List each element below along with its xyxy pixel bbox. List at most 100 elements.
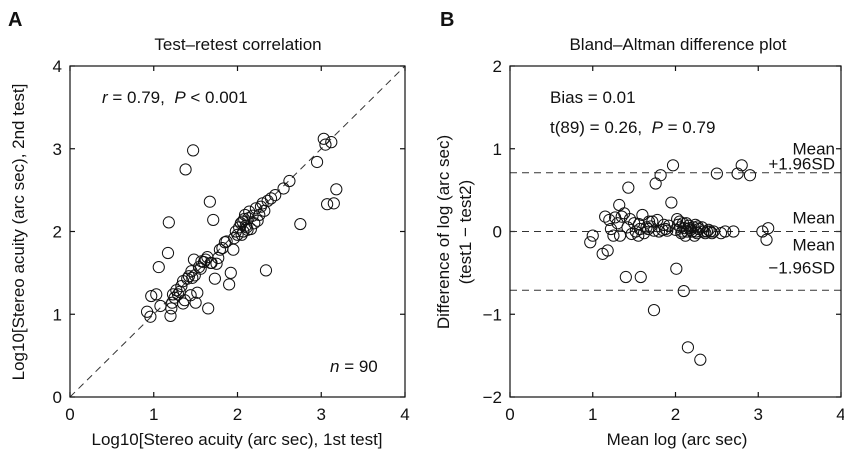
- t-stat: t(89) = 0.26,: [550, 118, 652, 137]
- panel-a-n-annotation: n = 90: [330, 357, 378, 376]
- panel-a-data-point: [185, 265, 198, 278]
- panel-b-data-point: [735, 159, 748, 172]
- panel-b-bias-annotation: Bias = 0.01: [550, 88, 636, 107]
- p-symbol: P: [174, 88, 186, 107]
- panel-a-data-point: [325, 136, 338, 149]
- panel-a-data-point: [227, 243, 240, 256]
- panel-a-data-point: [192, 260, 206, 274]
- panel-b-data-point: [636, 208, 649, 222]
- panel-a-data-point: [264, 192, 278, 205]
- panel-b-data-point: [647, 304, 661, 317]
- panel-b-data-point: [731, 167, 744, 180]
- panel-a-axes-frame: [69, 65, 406, 398]
- panel-a-data-point: [154, 299, 167, 313]
- r-symbol: r: [102, 88, 109, 107]
- panel-b-data-point: [670, 262, 683, 275]
- panel-b-data-point: [659, 222, 672, 236]
- panel-b-data-point: [599, 210, 612, 223]
- panel-a-data-point: [228, 232, 241, 245]
- panel-a-data-point: [259, 264, 273, 277]
- panel-b-data-point: [621, 221, 634, 234]
- panel-b-data-point: [710, 167, 723, 180]
- panel-a-title: Test–retest correlation: [154, 35, 321, 54]
- panel-a-data-point: [165, 302, 178, 315]
- panel-a-data-point: [327, 197, 340, 210]
- panel-b-y-tick-label: −1: [483, 305, 502, 324]
- panel-a-data-point: [152, 260, 165, 274]
- panel-a-data-point: [175, 280, 188, 293]
- panel-b-y-axis-label: Difference of log (arc sec): [434, 135, 453, 329]
- panel-b-data-point: [702, 223, 715, 236]
- panel-b-reference-label-sd: +1.96SD: [768, 155, 835, 174]
- panel-a-y-tick-label: 0: [53, 388, 62, 407]
- panel-b-data-point: [646, 215, 659, 228]
- panel-b-data-point: [651, 213, 664, 227]
- panel-a-data-point: [231, 228, 244, 241]
- panel-b-data-point: [681, 341, 695, 354]
- panel-a-data-point: [164, 309, 177, 323]
- panel-b-data-point: [603, 213, 616, 227]
- panel-a-data-point: [310, 155, 324, 169]
- panel-a-data-point: [208, 272, 221, 285]
- panel-b-data-point: [601, 244, 614, 257]
- panel-b-data-point: [682, 219, 695, 232]
- panel-b-data-point: [586, 229, 599, 242]
- panel-b-data-point: [677, 284, 690, 298]
- panel-b-data-point: [647, 224, 661, 237]
- panel-a-data-point: [189, 296, 202, 309]
- panel-a-x-tick-label: 1: [149, 405, 158, 424]
- p-value: = 0.79: [663, 118, 715, 137]
- p-symbol: P: [652, 118, 664, 137]
- panel-b-data-point: [662, 219, 675, 232]
- panel-a-data-point: [220, 235, 233, 248]
- panel-a-data-point: [216, 241, 229, 255]
- panel-a-x-tick-label: 2: [233, 405, 242, 424]
- panel-b-data-point: [619, 270, 632, 284]
- panel-a-x-tick-label: 0: [65, 405, 74, 424]
- panel-a-data-point: [246, 209, 259, 222]
- panel-b-data-point: [760, 233, 773, 246]
- panel-b-data-point: [649, 177, 662, 190]
- panel-a-data-point: [241, 223, 254, 236]
- panel-a-data-point: [283, 174, 296, 188]
- panel-a-data-point: [204, 256, 217, 270]
- panel-a-data-point: [203, 195, 216, 208]
- panel-a-x-axis-label: Log10[Stereo acuity (arc sec), 1st test]: [91, 430, 382, 449]
- panel-a-data-point: [330, 183, 343, 196]
- panel-a-data-point: [202, 302, 215, 315]
- panel-b-data-point: [632, 217, 646, 231]
- panel-a-identity-line: [69, 65, 406, 398]
- panel-b-data-point: [719, 225, 732, 238]
- panel-b-data-point: [671, 212, 684, 226]
- panel-b-x-tick-label: 0: [505, 405, 514, 424]
- panel-a-data-point: [145, 289, 158, 303]
- panel-a-letter: A: [8, 9, 22, 31]
- panel-b-data-point: [661, 224, 674, 237]
- panel-b-x-tick-label: 4: [836, 405, 844, 424]
- panel-a-data-point: [179, 163, 192, 176]
- panel-b-data-point: [743, 169, 757, 182]
- panel-a-y-tick-label: 2: [53, 223, 62, 242]
- n-symbol: n: [330, 357, 339, 376]
- panel-a-data-point: [223, 278, 236, 291]
- panel-a-data-point: [249, 202, 263, 215]
- panel-b-data-point: [756, 225, 769, 238]
- panel-b-data-point: [689, 218, 702, 231]
- panel-a-data-point: [191, 286, 204, 299]
- panel-b-data-point: [727, 225, 740, 238]
- panel-a-data-point: [251, 214, 264, 227]
- panel-a-y-tick-label: 3: [53, 140, 62, 159]
- panel-b-title: Bland–Altman difference plot: [569, 35, 786, 54]
- panel-a-data-point: [277, 182, 290, 195]
- panel-a-y-axis-label: Log10[Stereo acuity (arc sec), 2nd test]: [9, 84, 28, 381]
- panel-b-reference-label: Mean: [792, 209, 835, 228]
- panel-a-data-point: [224, 266, 237, 279]
- n-value: = 90: [339, 357, 377, 376]
- panel-b-data-point: [634, 270, 647, 284]
- panel-b-axes-frame: [509, 65, 842, 398]
- p-value: < 0.001: [186, 88, 248, 107]
- panel-b-data-point: [691, 220, 704, 233]
- panel-b-x-tick-label: 2: [671, 405, 680, 424]
- panel-b-data-point: [666, 159, 680, 172]
